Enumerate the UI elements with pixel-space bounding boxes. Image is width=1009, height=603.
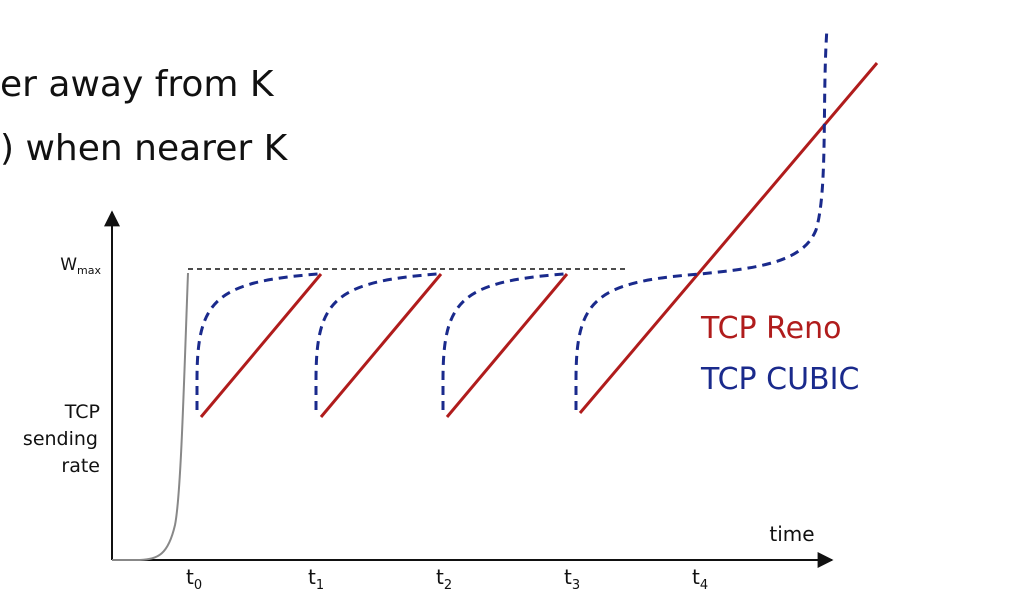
tick-t1-sub: 1	[316, 578, 324, 593]
tick-t0: t0	[186, 565, 202, 593]
tick-t2: t2	[436, 565, 452, 593]
tick-t2-main: t	[436, 565, 444, 589]
wmax-label: Wmax	[60, 255, 101, 277]
slide-text-line-1: er away from K	[0, 64, 274, 105]
tick-t4-sub: 4	[700, 578, 708, 593]
legend-cubic: TCP CUBIC	[700, 362, 859, 397]
tick-t4-main: t	[692, 565, 700, 589]
tick-t1-main: t	[308, 565, 316, 589]
cubic-series	[195, 27, 829, 410]
wmax-sub: max	[77, 264, 101, 277]
tick-t3-main: t	[564, 565, 572, 589]
reno-segment-4	[578, 62, 879, 414]
cubic-segment-1	[195, 272, 319, 410]
wmax-main: W	[60, 255, 77, 275]
tick-t0-main: t	[186, 565, 194, 589]
reno-series	[199, 62, 879, 418]
y-axis-label-line-1: TCP	[64, 401, 100, 423]
legend-reno: TCP Reno	[700, 311, 841, 346]
tick-t4: t4	[692, 565, 708, 593]
cubic-segment-3	[441, 272, 565, 410]
cubic-segment-2	[314, 272, 438, 410]
slow-start-curve	[112, 272, 189, 561]
x-axis-label: time	[769, 522, 814, 546]
tick-t0-sub: 0	[194, 578, 202, 593]
reno-segment-2	[319, 273, 443, 418]
reno-segment-3	[445, 273, 569, 418]
tick-t1: t1	[308, 565, 324, 593]
reno-segment-1	[199, 273, 323, 418]
tick-t3: t3	[564, 565, 580, 593]
cubic-segment-4	[574, 27, 829, 410]
y-axis-label-line-2: sending	[23, 428, 98, 450]
tick-t3-sub: 3	[572, 578, 580, 593]
tick-t2-sub: 2	[444, 578, 452, 593]
slide-text-line-2: ) when nearer K	[0, 128, 288, 169]
y-axis-label-line-3: rate	[61, 455, 100, 477]
